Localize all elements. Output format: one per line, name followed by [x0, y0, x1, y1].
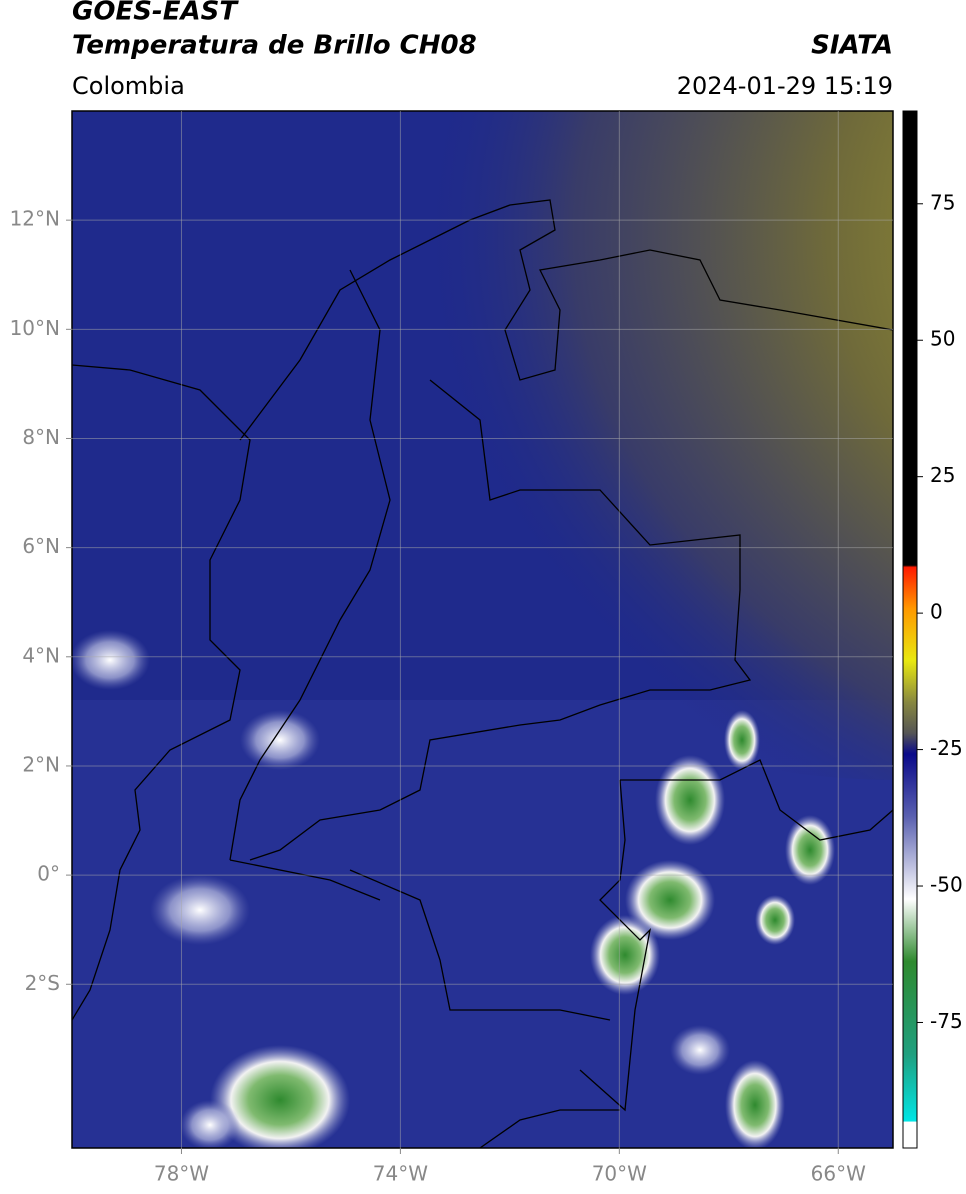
- y-tick-label: 0°: [37, 862, 60, 886]
- x-tick-label: 78°W: [154, 1162, 209, 1186]
- y-tick-label: 2°N: [22, 752, 60, 776]
- imagery: [72, 111, 893, 1148]
- title: GOES-EAST: [72, 0, 239, 27]
- y-tick-label: 10°N: [10, 316, 60, 340]
- colorbar-tick-label: 25: [930, 463, 955, 487]
- region: Colombia: [72, 72, 185, 100]
- y-tick-label: 2°S: [25, 971, 60, 995]
- y-tick-label: 12°N: [10, 207, 60, 231]
- colorbar-tick-label: -50: [930, 873, 963, 897]
- y-tick-label: 4°N: [22, 643, 60, 667]
- colorbar: [902, 110, 918, 1149]
- colorbar-tick-label: 50: [930, 327, 955, 351]
- datetime: 2024-01-29 15:19: [677, 72, 893, 100]
- y-tick-label: 8°N: [22, 425, 60, 449]
- y-tick-label: 6°N: [22, 534, 60, 558]
- colorbar-tick-label: -25: [930, 736, 963, 760]
- colorbar-tick-label: 0: [930, 600, 943, 624]
- colorbar-tick-label: 75: [930, 190, 955, 214]
- x-tick-label: 66°W: [811, 1162, 866, 1186]
- x-tick-label: 74°W: [373, 1162, 428, 1186]
- map-frame: [71, 110, 894, 1149]
- colorbar-tick-label: -75: [930, 1009, 963, 1033]
- subtitle: Temperatura de Brillo CH08: [72, 31, 477, 61]
- source: SIATA: [811, 31, 893, 61]
- x-tick-label: 70°W: [592, 1162, 647, 1186]
